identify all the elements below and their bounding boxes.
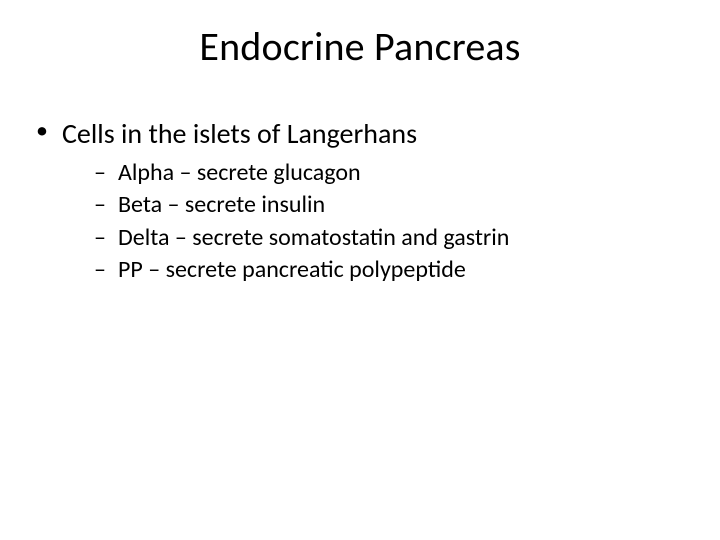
bullet-level2-pp: PP – secrete pancreatic polypeptide bbox=[36, 254, 684, 286]
slide-title: Endocrine Pancreas bbox=[0, 22, 720, 71]
slide-body: Cells in the islets of Langerhans Alpha … bbox=[36, 116, 684, 287]
bullet-level2-beta: Beta – secrete insulin bbox=[36, 189, 684, 221]
bullet-level1: Cells in the islets of Langerhans bbox=[36, 116, 684, 151]
bullet-level2-alpha: Alpha – secrete glucagon bbox=[36, 157, 684, 189]
bullet-level2-delta: Delta – secrete somatostatin and gastrin bbox=[36, 222, 684, 254]
slide: Endocrine Pancreas Cells in the islets o… bbox=[0, 0, 720, 540]
